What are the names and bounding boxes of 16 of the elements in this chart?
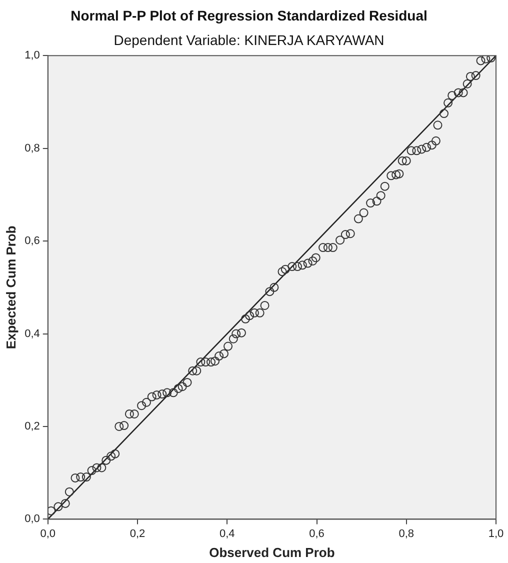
x-tick-label: 0,2 <box>130 528 146 540</box>
chart-subtitle: Dependent Variable: KINERJA KARYAWAN <box>114 32 384 48</box>
y-tick-label: 0,4 <box>24 328 40 340</box>
y-axis-title: Expected Cum Prob <box>3 226 18 350</box>
x-axis-title: Observed Cum Prob <box>209 544 335 560</box>
y-tick-label: 0,0 <box>24 513 40 526</box>
y-tick-label: 0,6 <box>24 235 40 248</box>
x-tick-label: 0,8 <box>398 528 414 540</box>
x-tick-label: 0,4 <box>219 528 235 540</box>
y-tick-label: 1,0 <box>24 50 40 62</box>
x-tick-label: 1,0 <box>488 528 504 540</box>
chart-title: Normal P-P Plot of Regression Standardized Residual <box>70 7 428 24</box>
y-tick-label: 0,8 <box>24 142 40 154</box>
y-tick-label: 0,2 <box>24 420 40 433</box>
x-tick-label: 0,6 <box>309 528 324 540</box>
x-tick-label: 0,0 <box>40 528 56 540</box>
